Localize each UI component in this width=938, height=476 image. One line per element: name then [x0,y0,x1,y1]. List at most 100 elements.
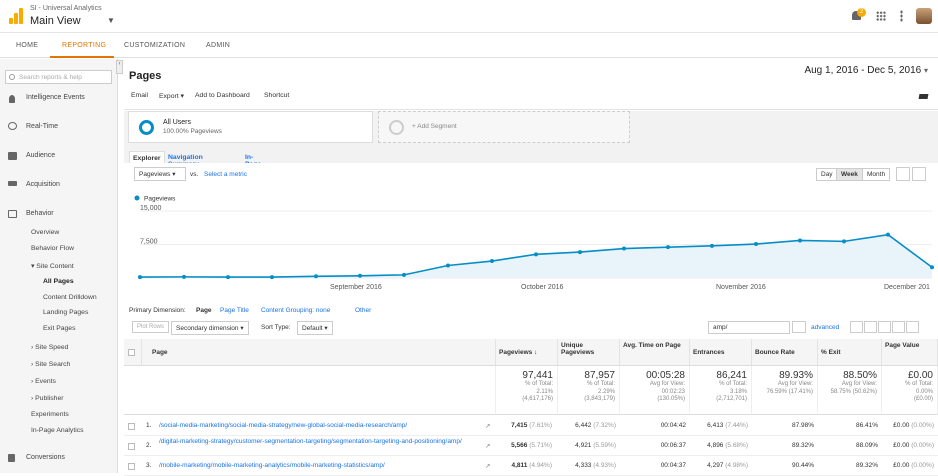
line-chart-toggle-icon[interactable] [896,167,910,181]
avatar[interactable] [916,8,932,24]
dimension-content-grouping[interactable]: Content Grouping: none [261,307,331,314]
total-detail: Avg for View: [649,381,685,387]
cell-page-value: £0.00 (0.00%) [893,422,934,429]
open-page-icon[interactable]: ↗ [485,443,491,450]
performance-view-icon[interactable] [878,321,891,333]
email-button[interactable]: Email [131,92,148,99]
tab-admin[interactable]: ADMIN [206,42,231,49]
search-submit-icon[interactable] [792,321,806,333]
plot-rows-button[interactable]: Plot Rows [132,321,170,333]
row-checkbox[interactable] [128,463,135,470]
apps-grid-icon[interactable] [876,11,886,21]
total-detail: 2.29% [597,388,615,395]
sidebar-sub-site-content[interactable]: ▾ Site Content [31,263,74,270]
date-range-text: Aug 1, 2016 - Dec 5, 2016 [804,65,922,76]
search-input[interactable]: Search reports & help [5,70,112,84]
metric-dropdown[interactable]: Pageviews ▾ [134,167,186,181]
dimension-other[interactable]: Other [355,307,372,314]
date-range-picker[interactable]: Aug 1, 2016 - Dec 5, 2016 ▾ [804,65,928,76]
more-vert-icon[interactable] [900,10,903,22]
secondary-dimension-dropdown[interactable]: Secondary dimension ▾ [171,321,249,335]
sidebar-item-behavior[interactable]: Behavior [26,210,54,217]
col-page-value[interactable]: Page Value [882,339,938,366]
col-bounce-rate[interactable]: Bounce Rate [752,339,818,366]
add-to-dashboard-button[interactable]: Add to Dashboard [195,92,250,99]
sidebar-sub-site-speed[interactable]: › Site Speed [31,344,69,351]
search-icon [9,74,15,80]
sidebar-sub-experiments[interactable]: Experiments [31,411,69,418]
sidebar-sub-content-drilldown[interactable]: Content Drilldown [43,294,97,301]
sidebar-sub-events[interactable]: › Events [31,378,56,385]
tab-explorer[interactable]: Explorer [129,151,165,165]
sidebar-sub-landing-pages[interactable]: Landing Pages [43,309,89,316]
tab-reporting[interactable]: REPORTING [62,42,107,49]
table-view-icon[interactable] [850,321,863,333]
open-page-icon[interactable]: ↗ [485,463,491,470]
open-page-icon[interactable]: ↗ [485,423,491,430]
graduation-cap-icon[interactable] [918,94,929,99]
sidebar-item-real-time[interactable]: Real-Time [26,123,59,130]
x-tick-label: November 2016 [716,284,766,291]
collapse-sidebar-button[interactable]: ‹ [116,60,123,74]
col-unique-pageviews[interactable]: Unique Pageviews [558,339,620,366]
select-all-checkbox[interactable] [128,349,135,356]
view-name[interactable]: Main View [30,15,81,27]
account-dropdown-icon[interactable]: ▼ [107,16,115,25]
table-row: 3. /mobile-marketing/mobile-marketing-ana… [124,456,938,476]
sort-type-value: Default [302,325,323,332]
row-page-link[interactable]: /social-media-marketing/social-media-str… [159,422,408,429]
sidebar-sub-exit-pages[interactable]: Exit Pages [43,325,76,332]
add-segment-ring-icon [389,120,404,135]
sidebar-sub-behavior-flow[interactable]: Behavior Flow [31,245,75,252]
sidebar-item-intelligence-events[interactable]: Intelligence Events [26,94,85,101]
export-button[interactable]: Export ▾ [159,93,184,100]
col-pageviews[interactable]: Pageviews ↓ [496,339,558,366]
month-button[interactable]: Month [862,168,891,181]
shortcut-button[interactable]: Shortcut [264,92,290,99]
col-page[interactable]: Page [142,339,496,366]
table-toolbar: Plot Rows Secondary dimension ▾ Sort Typ… [124,319,938,337]
property-name[interactable]: SI - Universal Analytics [30,5,102,12]
acquisition-arrows-icon [8,181,17,186]
sidebar-sub-publisher[interactable]: › Publisher [31,395,64,402]
cell-bounce-rate: 89.32% [791,442,814,449]
sidebar-sub-in-page-analytics[interactable]: In-Page Analytics [31,427,84,434]
dimension-page[interactable]: Page [196,307,212,314]
segment-all-users[interactable]: All Users 100.00% Pageviews [128,111,373,143]
dimension-page-title[interactable]: Page Title [220,307,249,314]
col-exit[interactable]: % Exit [818,339,882,366]
sidebar-item-conversions[interactable]: Conversions [26,454,65,461]
analytics-logo-icon[interactable] [9,8,23,24]
sidebar-sub-all-pages[interactable]: All Pages [43,278,74,285]
row-page-link[interactable]: /digital-marketing-strategy/customer-seg… [159,438,462,445]
advanced-link[interactable]: advanced [811,324,840,331]
col-avg-time[interactable]: Avg. Time on Page [620,339,690,366]
motion-chart-toggle-icon[interactable] [912,167,926,181]
x-tick-label: December 201 [884,284,930,291]
add-segment-button[interactable]: + Add Segment [378,111,630,143]
tab-customization[interactable]: CUSTOMIZATION [124,42,186,49]
tab-home[interactable]: HOME [16,42,39,49]
sidebar-item-acquisition[interactable]: Acquisition [26,181,60,188]
behavior-icon [8,210,17,218]
select-metric-link[interactable]: Select a metric [204,171,247,178]
sort-type-dropdown[interactable]: Default ▾ [297,321,333,335]
total-detail: 3.18% [729,388,747,395]
row-checkbox[interactable] [128,443,135,450]
week-button[interactable]: Week [836,168,863,181]
bell-icon[interactable] [852,11,861,20]
pie-view-icon[interactable] [864,321,877,333]
total-value: 88.50% [843,370,877,381]
pivot-view-icon[interactable] [906,321,919,333]
flag-icon [8,454,15,462]
filter-input[interactable]: amp/ [708,321,790,334]
filter-input-value: amp/ [713,324,728,331]
row-page-link[interactable]: /mobile-marketing/mobile-marketing-analy… [159,462,385,469]
day-button[interactable]: Day [816,168,838,181]
row-checkbox[interactable] [128,423,135,430]
sidebar-sub-site-search[interactable]: › Site Search [31,361,71,368]
sidebar-item-audience[interactable]: Audience [26,152,56,159]
comparison-view-icon[interactable] [892,321,905,333]
sidebar-sub-overview[interactable]: Overview [31,229,60,236]
col-entrances[interactable]: Entrances [690,339,752,366]
